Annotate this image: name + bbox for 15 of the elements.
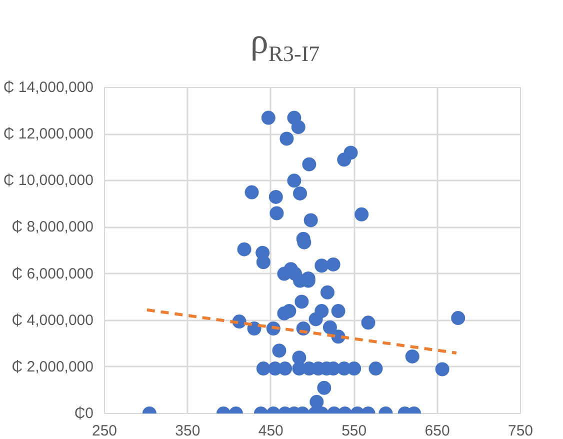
y-tick-label: ₵0 xyxy=(74,405,94,422)
y-tick-label: ₵ 12,000,000 xyxy=(3,126,94,143)
chart-title: ρ$_{R3-I7}$ xyxy=(250,20,320,68)
y-tick-label: ₵ 2,000,000 xyxy=(12,358,94,376)
x-tick-label: 750 xyxy=(508,422,534,439)
x-tick-label: 450 xyxy=(258,422,284,439)
x-tick-label: 550 xyxy=(342,422,367,439)
y-tick-label: ₵ 6,000,000 xyxy=(12,265,94,282)
x-tick-label: 250 xyxy=(92,422,118,439)
x-tick-label: 350 xyxy=(175,422,200,439)
y-tick-label: ₵ 8,000,000 xyxy=(12,218,94,236)
x-tick-label: 650 xyxy=(424,422,450,439)
y-tick-label: ₵ 10,000,000 xyxy=(3,172,94,190)
y-tick-label: ₵ 14,000,000 xyxy=(3,79,94,96)
y-tick-label: ₵ 4,000,000 xyxy=(12,312,94,329)
